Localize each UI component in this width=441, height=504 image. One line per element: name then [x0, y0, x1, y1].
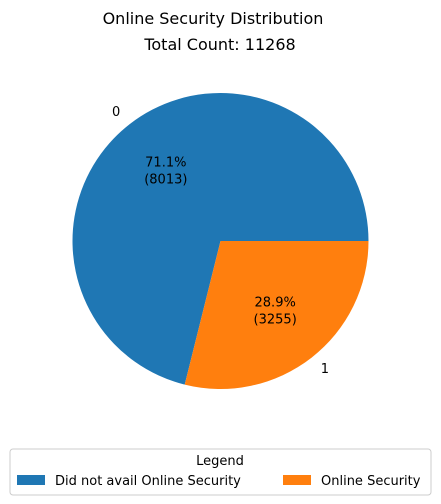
legend-label-did-not-avail: Did not avail Online Security: [55, 474, 241, 489]
slice-count-label-0: (8013): [144, 173, 187, 188]
legend-frame: [9, 448, 432, 496]
pie-slice-labels: 0 71.1% (8013) 1 28.9% (3255): [112, 105, 329, 377]
chart-title: Online Security Distribution: [103, 9, 324, 28]
legend-swatch-did-not-avail: [17, 475, 45, 485]
slice-count-label-1: (3255): [254, 312, 297, 327]
slice-percent-label-0: 71.1%: [145, 156, 186, 171]
slice-category-label-1: 1: [321, 362, 329, 377]
slice-percent-label-1: 28.9%: [255, 295, 296, 310]
slice-category-label-0: 0: [112, 105, 120, 120]
pie-slice-1: [184, 241, 369, 389]
pie-slice-0: [72, 93, 369, 385]
legend-title: Legend: [196, 454, 244, 469]
legend-label-online-security: Online Security: [321, 474, 421, 489]
legend-swatch-online-security: [283, 475, 311, 485]
legend: Legend Did not avail Online Security Onl…: [9, 448, 432, 496]
chart-subtitle: Total Count: 11268: [143, 35, 295, 54]
pie-slices: [72, 93, 369, 389]
